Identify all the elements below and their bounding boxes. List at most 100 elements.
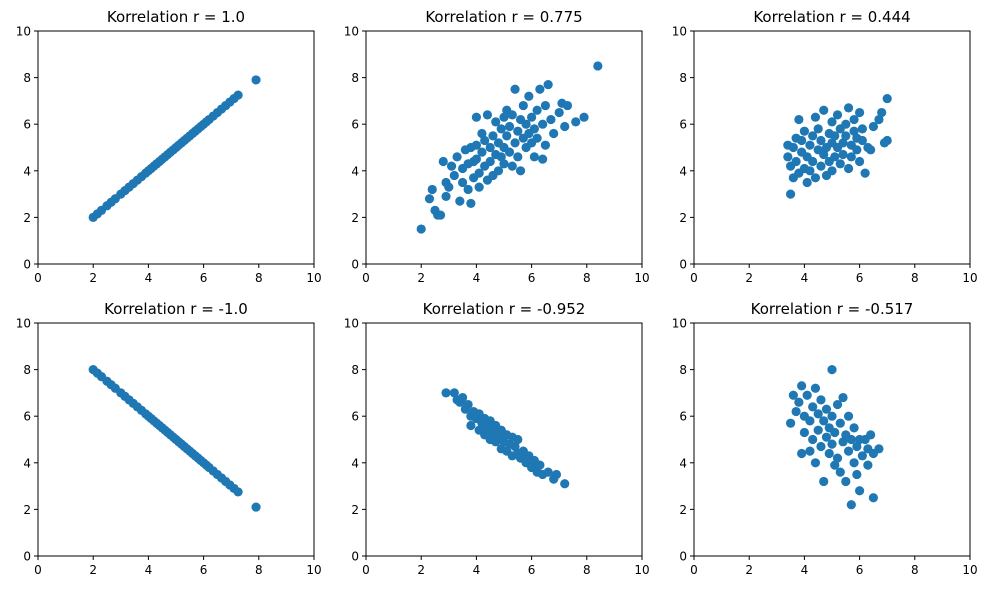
scatter-point	[855, 486, 865, 496]
scatter-point	[827, 117, 837, 127]
scatter-point	[808, 402, 818, 412]
axes-frame	[365, 30, 643, 265]
scatter-point	[813, 124, 823, 134]
scatter-point	[860, 168, 870, 178]
scatter-point	[507, 161, 517, 171]
scatter-point	[813, 409, 823, 419]
y-tick-label: 6	[351, 118, 359, 132]
scatter-point	[849, 423, 859, 433]
x-tick-label: 10	[306, 271, 321, 285]
scatter-point	[474, 168, 484, 178]
scatter-point	[824, 448, 834, 459]
scatter-point	[416, 224, 426, 234]
scatter-point	[857, 135, 867, 146]
scatter-point	[855, 107, 865, 118]
x-tick-label: 6	[528, 563, 536, 577]
scatter-point	[791, 156, 801, 167]
scatter-point	[810, 458, 821, 468]
subplot-title: Korrelation r = -0.952	[423, 300, 586, 318]
x-tick-label: 6	[200, 563, 208, 577]
scatter-point	[786, 418, 796, 428]
scatter-point	[855, 156, 865, 167]
scatter-point	[849, 114, 859, 125]
scatter-point	[513, 434, 523, 445]
x-tick-label: 6	[528, 271, 536, 285]
axes-frame	[693, 322, 971, 557]
y-tick-label: 6	[23, 410, 31, 424]
scatter-point	[816, 441, 826, 452]
scatter-point	[832, 399, 843, 410]
scatter-point	[513, 126, 523, 136]
y-tick-label: 2	[679, 211, 687, 225]
subplot-title: Korrelation r = -0.517	[751, 300, 914, 318]
scatter-point	[458, 392, 468, 403]
scatter-point	[791, 406, 801, 417]
scatter-point	[877, 107, 887, 118]
scatter-series	[783, 93, 892, 199]
x-tick-label: 8	[255, 271, 263, 285]
scatter-point	[799, 427, 810, 438]
scatter-point	[841, 119, 851, 129]
scatter-point	[452, 152, 462, 162]
scatter-point	[788, 142, 798, 153]
y-tick-label: 2	[23, 503, 31, 517]
scatter-point	[499, 112, 509, 122]
scatter-point	[852, 441, 862, 452]
scatter-point	[510, 138, 520, 148]
x-tick-label: 4	[801, 271, 809, 285]
axes-frame	[365, 322, 643, 557]
scatter-point	[485, 156, 495, 167]
scatter-point	[797, 448, 807, 459]
y-tick-label: 2	[351, 503, 359, 517]
scatter-point	[471, 154, 481, 164]
scatter-point	[538, 119, 548, 129]
scatter-point	[866, 430, 876, 440]
scatter-point	[491, 117, 501, 127]
scatter-point	[838, 437, 848, 447]
y-tick-label: 10	[344, 25, 359, 39]
scatter-point	[571, 117, 581, 127]
scatter-point	[488, 131, 498, 141]
scatter-point	[827, 166, 837, 176]
scatter-point	[485, 142, 495, 153]
scatter-point	[830, 460, 840, 470]
scatter-point	[827, 411, 837, 421]
scatter-point	[466, 198, 476, 209]
scatter-point	[786, 189, 796, 199]
x-tick-label: 2	[745, 563, 753, 577]
scatter-point	[540, 140, 551, 150]
scatter-point	[540, 100, 551, 111]
scatter-series	[416, 61, 603, 234]
x-tick-label: 8	[583, 271, 591, 285]
y-tick-label: 6	[679, 410, 687, 424]
scatter-point	[813, 425, 823, 435]
x-tick-label: 8	[255, 563, 263, 577]
scatter-point	[513, 152, 523, 162]
scatter-point	[830, 427, 840, 438]
x-tick-label: 2	[417, 271, 425, 285]
x-tick-label: 0	[690, 271, 698, 285]
scatter-point	[466, 420, 476, 431]
y-tick-label: 4	[679, 164, 687, 178]
scatter-point	[463, 184, 473, 195]
scatter-point	[579, 112, 589, 122]
scatter-point	[810, 383, 821, 393]
scatter-point	[868, 493, 879, 503]
scatter-point	[435, 210, 446, 220]
y-tick-label: 10	[672, 25, 687, 39]
y-tick-label: 6	[23, 118, 31, 132]
scatter-point	[449, 388, 459, 398]
x-tick-label: 6	[856, 271, 864, 285]
x-tick-label: 4	[473, 271, 481, 285]
scatter-point	[515, 166, 526, 176]
x-tick-label: 6	[856, 563, 864, 577]
scatter-point	[819, 416, 829, 426]
scatter-point	[449, 170, 459, 181]
subplot-title: Korrelation r = 1.0	[107, 8, 245, 26]
scatter-point	[805, 446, 815, 456]
scatter-point	[446, 161, 457, 171]
x-tick-label: 0	[362, 563, 370, 577]
scatter-point	[852, 469, 862, 480]
scatter-point	[819, 149, 829, 160]
